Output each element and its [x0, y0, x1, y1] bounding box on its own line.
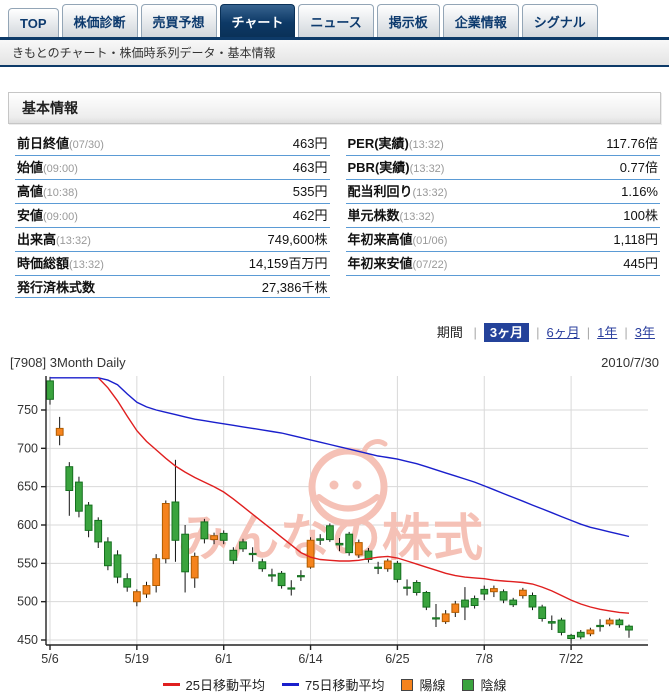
info-row: 配当利回り(13:32) 1.16%: [345, 180, 660, 204]
info-value: 535円: [292, 184, 328, 199]
info-label: 前日終値(07/30): [17, 136, 104, 151]
tab-signal[interactable]: シグナル: [521, 4, 598, 37]
info-label: 年初来高値(01/06): [347, 232, 448, 247]
info-value: 462円: [292, 208, 328, 223]
svg-text:700: 700: [17, 441, 38, 455]
price-chart: みんなの株式4505005506006507007505/65/196/16/1…: [17, 376, 648, 666]
tab-bar: TOP 株価診断 売買予想 チャート ニュース 掲示板 企業情報 シグナル: [0, 0, 669, 37]
tab-keijiban[interactable]: 掲示板: [376, 4, 440, 37]
period-separator: |: [536, 325, 540, 340]
legend-candle-swatch: [462, 678, 475, 691]
svg-text:7/22: 7/22: [559, 652, 583, 666]
info-value: 445円: [623, 256, 658, 271]
info-row: 単元株数(13:32) 100株: [345, 204, 660, 228]
watermark-face-icon: [308, 439, 388, 527]
info-value: 117.76倍: [606, 136, 658, 151]
svg-text:750: 750: [17, 403, 38, 417]
period-separator: |: [473, 325, 477, 340]
info-timestamp: (13:32): [409, 163, 445, 175]
breadcrumb: きもとのチャート・株価時系列データ・基本情報: [0, 40, 669, 67]
info-value: 27,386千株: [261, 280, 328, 295]
tab-kigyo-joho[interactable]: 企業情報: [442, 4, 519, 37]
chart-title: [7908] 3Month Daily: [10, 355, 126, 370]
info-row: 年初来安値(07/22) 445円: [345, 252, 660, 276]
info-value: 463円: [292, 160, 328, 175]
info-label: 出来高(13:32): [17, 232, 91, 247]
info-value: 1,118円: [613, 232, 658, 247]
info-timestamp: (10:38): [43, 187, 78, 199]
svg-text:5/19: 5/19: [125, 652, 149, 666]
info-timestamp: (01/06): [412, 235, 448, 247]
period-option-3年[interactable]: 3年: [634, 325, 655, 340]
info-row: PBR(実績)(13:32) 0.77倍: [345, 156, 660, 180]
info-timestamp: (13:32): [412, 187, 448, 199]
chart-header: [7908] 3Month Daily 2010/7/30: [10, 355, 659, 370]
info-row: 高値(10:38) 535円: [15, 180, 330, 204]
info-label: 安値(09:00): [17, 208, 78, 223]
info-row: 発行済株式数 27,386千株: [15, 276, 330, 298]
info-value: 1.16%: [621, 184, 658, 199]
info-label: PBR(実績)(13:32): [347, 160, 445, 175]
info-label: 高値(10:38): [17, 184, 78, 199]
info-value: 749,600株: [267, 232, 328, 247]
period-option-6ヶ月[interactable]: 6ヶ月: [546, 325, 580, 340]
info-row: 安値(09:00) 462円: [15, 204, 330, 228]
basic-info-left-column: 前日終値(07/30) 463円 始値(09:00) 463円 高値(10:38) 535…: [15, 132, 330, 298]
period-option-1年[interactable]: 1年: [597, 325, 618, 340]
info-timestamp: (13:32): [56, 235, 91, 247]
legend-line-swatch: [162, 683, 180, 686]
info-row: 年初来高値(01/06) 1,118円: [345, 228, 660, 252]
legend-line-swatch: [281, 683, 299, 686]
info-timestamp: (13:32): [408, 139, 444, 151]
info-value: 463円: [292, 136, 328, 151]
period-separator: |: [586, 325, 591, 340]
info-label: 発行済株式数: [17, 280, 96, 295]
period-option-3ヶ月[interactable]: 3ヶ月: [483, 323, 530, 342]
info-timestamp: (13:32): [69, 259, 104, 271]
svg-text:650: 650: [17, 480, 38, 494]
svg-text:450: 450: [17, 633, 38, 647]
basic-info-table: 前日終値(07/30) 463円 始値(09:00) 463円 高値(10:38) 535…: [15, 132, 660, 298]
svg-text:500: 500: [17, 595, 38, 609]
legend-candle-swatch: [401, 678, 414, 691]
tab-news[interactable]: ニュース: [298, 4, 374, 37]
tab-chart[interactable]: チャート: [219, 4, 296, 37]
basic-info-right-column: PER(実績)(13:32) 117.76倍 PBR(実績)(13:32) 0.77倍…: [345, 132, 660, 276]
info-row: 始値(09:00) 463円: [15, 156, 330, 180]
info-timestamp: (07/22): [412, 259, 448, 271]
info-label: 配当利回り(13:32): [347, 184, 448, 199]
tab-underline: [0, 37, 669, 40]
info-row: 時価総額(13:32) 14,159百万円: [15, 252, 330, 276]
info-value: 0.77倍: [619, 160, 658, 175]
period-label: 期間: [436, 325, 463, 340]
info-value: 14,159百万円: [248, 256, 328, 271]
info-timestamp: (09:00): [43, 211, 78, 223]
info-timestamp: (13:32): [399, 211, 435, 223]
period-separator: |: [624, 325, 628, 340]
section-title-basic-info: 基本情報: [8, 92, 661, 124]
info-row: PER(実績)(13:32) 117.76倍: [345, 132, 660, 156]
info-label: 単元株数(13:32): [347, 208, 435, 223]
svg-text:7/8: 7/8: [476, 652, 493, 666]
svg-text:6/25: 6/25: [385, 652, 409, 666]
info-label: 時価総額(13:32): [17, 256, 104, 271]
info-value: 100株: [623, 208, 658, 223]
info-label: 年初来安値(07/22): [347, 256, 448, 271]
svg-text:5/6: 5/6: [41, 652, 58, 666]
svg-text:6/14: 6/14: [298, 652, 322, 666]
info-label: 始値(09:00): [17, 160, 78, 175]
info-timestamp: (09:00): [43, 163, 78, 175]
svg-text:550: 550: [17, 556, 38, 570]
tab-top[interactable]: TOP: [8, 8, 59, 37]
info-row: 出来高(13:32) 749,600株: [15, 228, 330, 252]
info-label: PER(実績)(13:32): [347, 136, 444, 151]
tab-kabuka-shindan[interactable]: 株価診断: [61, 4, 138, 37]
tab-baibai-yoso[interactable]: 売買予想: [140, 4, 217, 37]
svg-text:6/1: 6/1: [215, 652, 232, 666]
svg-text:600: 600: [17, 518, 38, 532]
info-row: 前日終値(07/30) 463円: [15, 132, 330, 156]
chart-date: 2010/7/30: [601, 355, 659, 370]
period-selector: 期間 | 3ヶ月 | 6ヶ月 | 1年 | 3年: [14, 322, 655, 342]
info-timestamp: (07/30): [69, 139, 104, 151]
